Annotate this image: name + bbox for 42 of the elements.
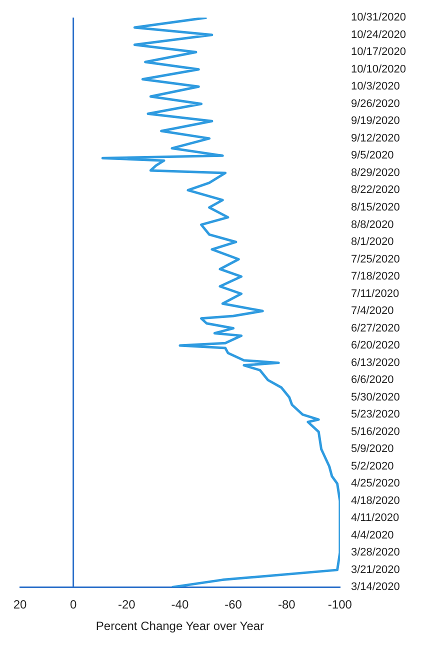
y-tick-label: 8/15/2020 (350, 202, 400, 214)
y-tick-label: 9/5/2020 (350, 150, 394, 162)
y-tick-label: 6/6/2020 (350, 374, 394, 386)
x-tick-label: -60 (224, 598, 242, 612)
y-tick-label: 7/25/2020 (350, 253, 400, 266)
y-tick-label: 5/30/2020 (350, 391, 400, 404)
y-tick-label: 6/20/2020 (350, 340, 400, 352)
y-tick-label: 5/23/2020 (350, 408, 400, 421)
y-tick-label: 3/14/2020 (350, 581, 400, 594)
y-tick-label: 5/16/2020 (350, 426, 400, 438)
y-tick-label: 10/24/2020 (350, 28, 406, 41)
y-tick-label: 8/29/2020 (350, 166, 400, 179)
x-tick-label: 20 (13, 598, 27, 612)
y-tick-label: 7/4/2020 (350, 305, 394, 318)
x-tick-label: -20 (118, 598, 136, 612)
x-axis-title: Percent Change Year over Year (96, 619, 264, 634)
y-tick-label: 8/1/2020 (350, 236, 394, 248)
y-tick-label: 4/18/2020 (350, 494, 400, 507)
y-tick-label: 10/3/2020 (350, 80, 400, 93)
y-tick-label: 4/11/2020 (350, 512, 400, 524)
x-tick-label: 0 (70, 598, 77, 612)
y-tick-label: 7/18/2020 (350, 270, 400, 283)
y-tick-label: 5/2/2020 (350, 460, 394, 472)
x-tick-label: -80 (278, 598, 296, 612)
y-tick-label: 4/4/2020 (350, 529, 394, 542)
y-tick-label: 10/31/2020 (350, 12, 406, 24)
y-tick-label: 10/17/2020 (350, 46, 406, 58)
y-tick-label: 10/10/2020 (350, 63, 406, 76)
y-tick-label: 9/26/2020 (350, 98, 400, 110)
y-tick-label: 3/28/2020 (350, 546, 400, 559)
y-tick-label: 3/21/2020 (350, 564, 400, 576)
y-tick-label: 8/22/2020 (350, 184, 400, 196)
y-tick-label: 9/12/2020 (350, 132, 400, 144)
x-tick-label: -100 (328, 598, 352, 612)
y-tick-label: 6/27/2020 (350, 322, 400, 334)
y-tick-label: 5/9/2020 (350, 443, 394, 456)
y-tick-label: 8/8/2020 (350, 218, 394, 231)
y-tick-label: 7/11/2020 (350, 288, 400, 300)
y-tick-label: 6/13/2020 (350, 356, 400, 369)
y-tick-label: 9/19/2020 (350, 115, 400, 128)
y-tick-label: 4/25/2020 (350, 478, 400, 490)
x-tick-label: -40 (171, 598, 189, 612)
